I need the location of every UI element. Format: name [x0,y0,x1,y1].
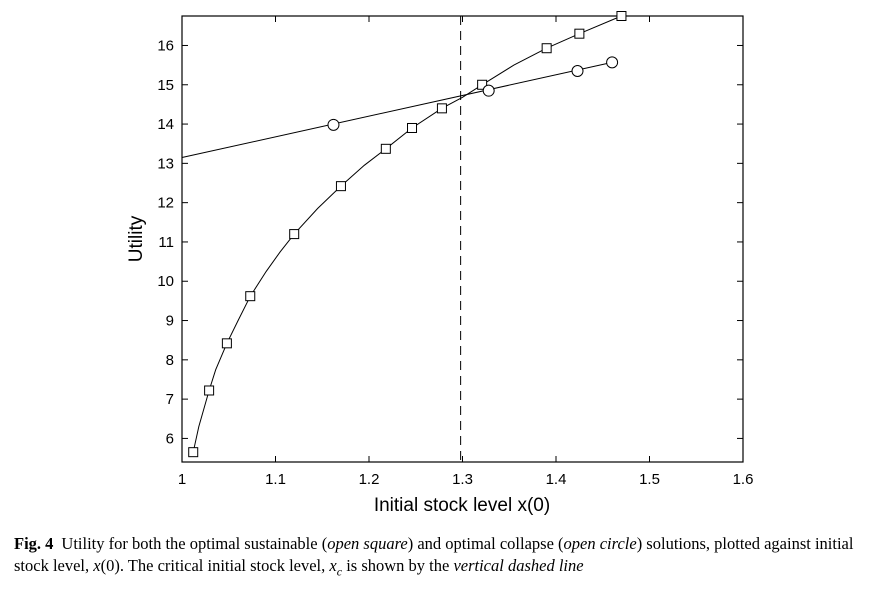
square-marker [436,103,447,114]
caption-segment: Utility for both the optimal sustainable… [61,534,328,553]
y-tick-label: 9 [166,313,174,330]
circle-marker [482,84,495,97]
x-tick-label: 1.6 [733,471,754,488]
square-series-line [192,15,622,453]
y-tick-label: 11 [158,234,174,251]
circle-marker [327,118,340,131]
x-tick-label: 1.2 [359,471,380,488]
square-marker [541,43,552,54]
y-tick-label: 14 [157,116,174,133]
utility-chart: 1 1.1 1.2 1.3 1.4 1.5 1.6 6 7 8 9 10 11 12 13 14 15 16 I… [126,11,754,516]
y-tick-label: 10 [157,273,174,290]
square-marker [204,385,215,396]
caption-segment: (0). The critical initial stock level, [100,556,330,575]
square-marker [245,291,256,302]
square-marker [289,229,300,240]
y-axis-ticks: 6 7 8 9 10 11 12 13 14 15 16 [157,37,743,447]
square-marker [477,79,488,90]
x-tick-label: 1.3 [452,471,473,488]
y-tick-label: 15 [157,77,174,94]
y-tick-label: 6 [166,430,174,447]
y-tick-label: 7 [166,391,174,408]
caption-segment: open circle [563,534,637,553]
caption-text: Utility for both the optimal sustainable… [14,534,854,579]
y-tick-label: 13 [157,155,174,172]
y-tick-label: 16 [157,37,174,54]
square-marker [188,447,199,458]
y-tick-label: 8 [166,352,174,369]
circle-marker [571,65,584,78]
square-marker [221,338,232,349]
y-axis-label: Utility [126,215,147,262]
caption-segment: open square [327,534,408,553]
x-axis-ticks: 1 1.1 1.2 1.3 1.4 1.5 1.6 [178,16,754,488]
square-marker [574,28,585,39]
caption-segment: ) solutions, plotted against initial sto… [14,534,854,575]
square-marker [407,122,418,133]
caption-segment: ) and optimal collapse ( [407,534,564,553]
caption-segment: x [329,556,337,575]
series-layer [181,11,627,458]
caption-segment: vertical dashed line [453,556,584,575]
plot-frame [181,15,744,463]
circle-series-line [181,61,613,158]
x-tick-label: 1.1 [265,471,286,488]
circle-marker [606,56,619,69]
figure-number: Fig. 4 [14,534,54,553]
x-tick-label: 1.4 [546,471,567,488]
x-tick-label: 1.5 [639,471,660,488]
square-marker [335,181,346,192]
caption-segment: c [336,564,343,579]
caption-segment: x [93,556,101,575]
y-tick-label: 12 [157,195,174,212]
square-marker [380,143,391,154]
caption-segment: is shown by the [342,556,454,575]
square-marker [616,11,627,21]
x-tick-label: 1 [178,471,186,488]
figure-caption: Fig. 4 Utility for both the optimal susta… [14,533,880,582]
x-axis-label: Initial stock level x(0) [374,495,550,516]
